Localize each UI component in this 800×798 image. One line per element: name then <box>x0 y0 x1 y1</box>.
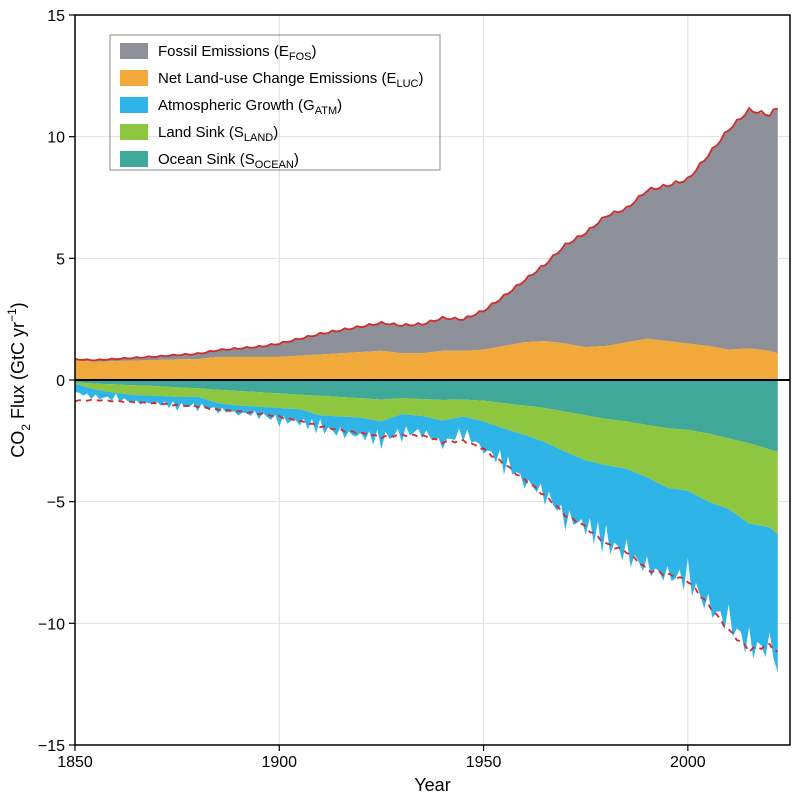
svg-text:−5: −5 <box>47 495 65 512</box>
chart-svg: −15−10−50510151850190019502000YearCO2 Fl… <box>0 0 800 798</box>
svg-text:−10: −10 <box>38 616 65 633</box>
svg-text:1950: 1950 <box>466 754 502 771</box>
svg-text:2000: 2000 <box>670 754 706 771</box>
svg-text:−15: −15 <box>38 738 65 755</box>
svg-text:0: 0 <box>56 373 65 390</box>
svg-text:1850: 1850 <box>57 754 93 771</box>
svg-text:15: 15 <box>47 8 65 25</box>
svg-text:1900: 1900 <box>261 754 297 771</box>
svg-text:Year: Year <box>414 775 450 795</box>
co2-flux-chart: −15−10−50510151850190019502000YearCO2 Fl… <box>0 0 800 798</box>
svg-text:5: 5 <box>56 251 65 268</box>
svg-text:10: 10 <box>47 130 65 147</box>
